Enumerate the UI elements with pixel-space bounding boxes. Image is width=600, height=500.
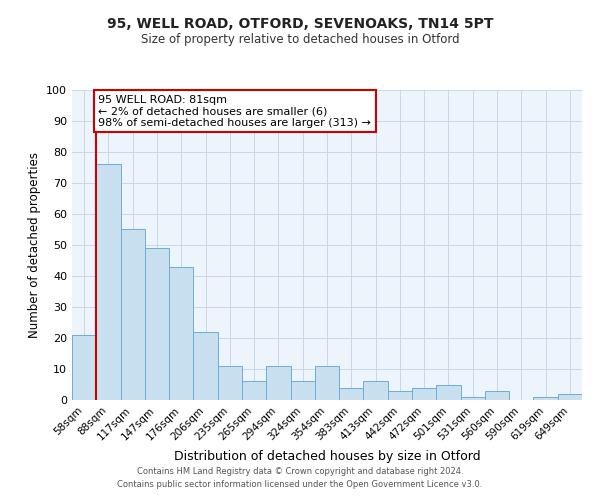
Bar [461,397,485,400]
Bar [96,164,121,400]
Bar [242,382,266,400]
Bar [315,366,339,400]
Bar [436,384,461,400]
Text: Contains HM Land Registry data © Crown copyright and database right 2024.: Contains HM Land Registry data © Crown c… [137,467,463,476]
Bar [485,390,509,400]
Bar [145,248,169,400]
Bar [72,335,96,400]
Text: 95 WELL ROAD: 81sqm
← 2% of detached houses are smaller (6)
98% of semi-detached: 95 WELL ROAD: 81sqm ← 2% of detached hou… [98,94,371,128]
Bar [364,382,388,400]
Bar [412,388,436,400]
Text: Contains public sector information licensed under the Open Government Licence v3: Contains public sector information licen… [118,480,482,489]
Bar [193,332,218,400]
Bar [558,394,582,400]
Bar [290,382,315,400]
Text: Size of property relative to detached houses in Otford: Size of property relative to detached ho… [140,32,460,46]
Bar [533,397,558,400]
Text: 95, WELL ROAD, OTFORD, SEVENOAKS, TN14 5PT: 95, WELL ROAD, OTFORD, SEVENOAKS, TN14 5… [107,18,493,32]
Bar [121,230,145,400]
Bar [339,388,364,400]
X-axis label: Distribution of detached houses by size in Otford: Distribution of detached houses by size … [173,450,481,463]
Bar [169,266,193,400]
Bar [388,390,412,400]
Y-axis label: Number of detached properties: Number of detached properties [28,152,41,338]
Bar [266,366,290,400]
Bar [218,366,242,400]
